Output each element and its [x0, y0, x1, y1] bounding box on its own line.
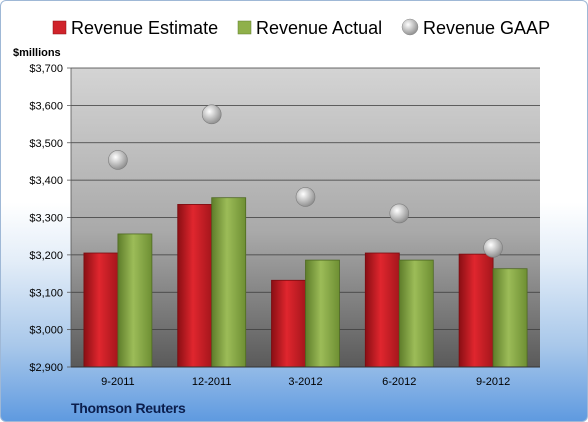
legend: Revenue Estimate Revenue Actual Revenue … [52, 18, 550, 38]
bar-revenue-estimate [458, 253, 494, 368]
bar-revenue-actual [211, 197, 247, 368]
legend-swatch-actual [237, 20, 252, 35]
y-axis-unit: $millions [13, 47, 61, 59]
bar-revenue-actual [398, 259, 434, 368]
legend-swatch-estimate [52, 20, 67, 35]
point-revenue-gaap [483, 237, 503, 258]
legend-label-actual: Revenue Actual [256, 18, 382, 38]
bar-revenue-estimate [83, 252, 119, 368]
legend-label-gaap: Revenue GAAP [423, 18, 550, 38]
y-tick-label: $3,400 [29, 175, 63, 187]
point-revenue-gaap [389, 203, 410, 224]
bar-revenue-estimate [271, 279, 306, 368]
y-tick-label: $3,300 [29, 213, 63, 225]
bar-revenue-estimate [177, 204, 213, 368]
bar-revenue-actual [492, 268, 528, 368]
legend-label-estimate: Revenue Estimate [71, 18, 218, 38]
y-tick-label: $3,700 [29, 63, 63, 75]
bars [83, 197, 528, 368]
point-revenue-gaap [201, 104, 222, 125]
y-tick-label: $2,900 [29, 362, 63, 374]
point-revenue-gaap [108, 150, 128, 170]
y-tick-label: $3,600 [29, 100, 63, 112]
y-tick-label: $3,100 [29, 287, 63, 299]
x-tick-label: 9-2011 [101, 376, 134, 388]
x-tick-label: 12-2011 [192, 376, 232, 388]
y-tick-label: $3,500 [29, 138, 63, 150]
bar-revenue-actual [305, 259, 340, 368]
bar-revenue-actual [117, 233, 153, 368]
gaap-points [108, 104, 503, 258]
legend-swatch-gaap [401, 18, 419, 36]
point-revenue-gaap [295, 187, 316, 207]
x-tick-label: 9-2012 [476, 376, 510, 388]
x-tick-label: 6-2012 [382, 376, 416, 388]
y-tick-label: $3,000 [29, 325, 63, 337]
y-tick-label: $3,200 [29, 250, 63, 262]
source-label: Thomson Reuters [71, 400, 186, 416]
x-tick-label: 3-2012 [288, 376, 322, 388]
y-axis: $2,900 $3,000 $3,100 $3,200 $3,300 $3,400 $3,5… [29, 63, 72, 374]
bar-revenue-estimate [364, 252, 400, 368]
x-axis: 9-2011 12-2011 3-2012 6-2012 9-2012 [71, 366, 540, 388]
